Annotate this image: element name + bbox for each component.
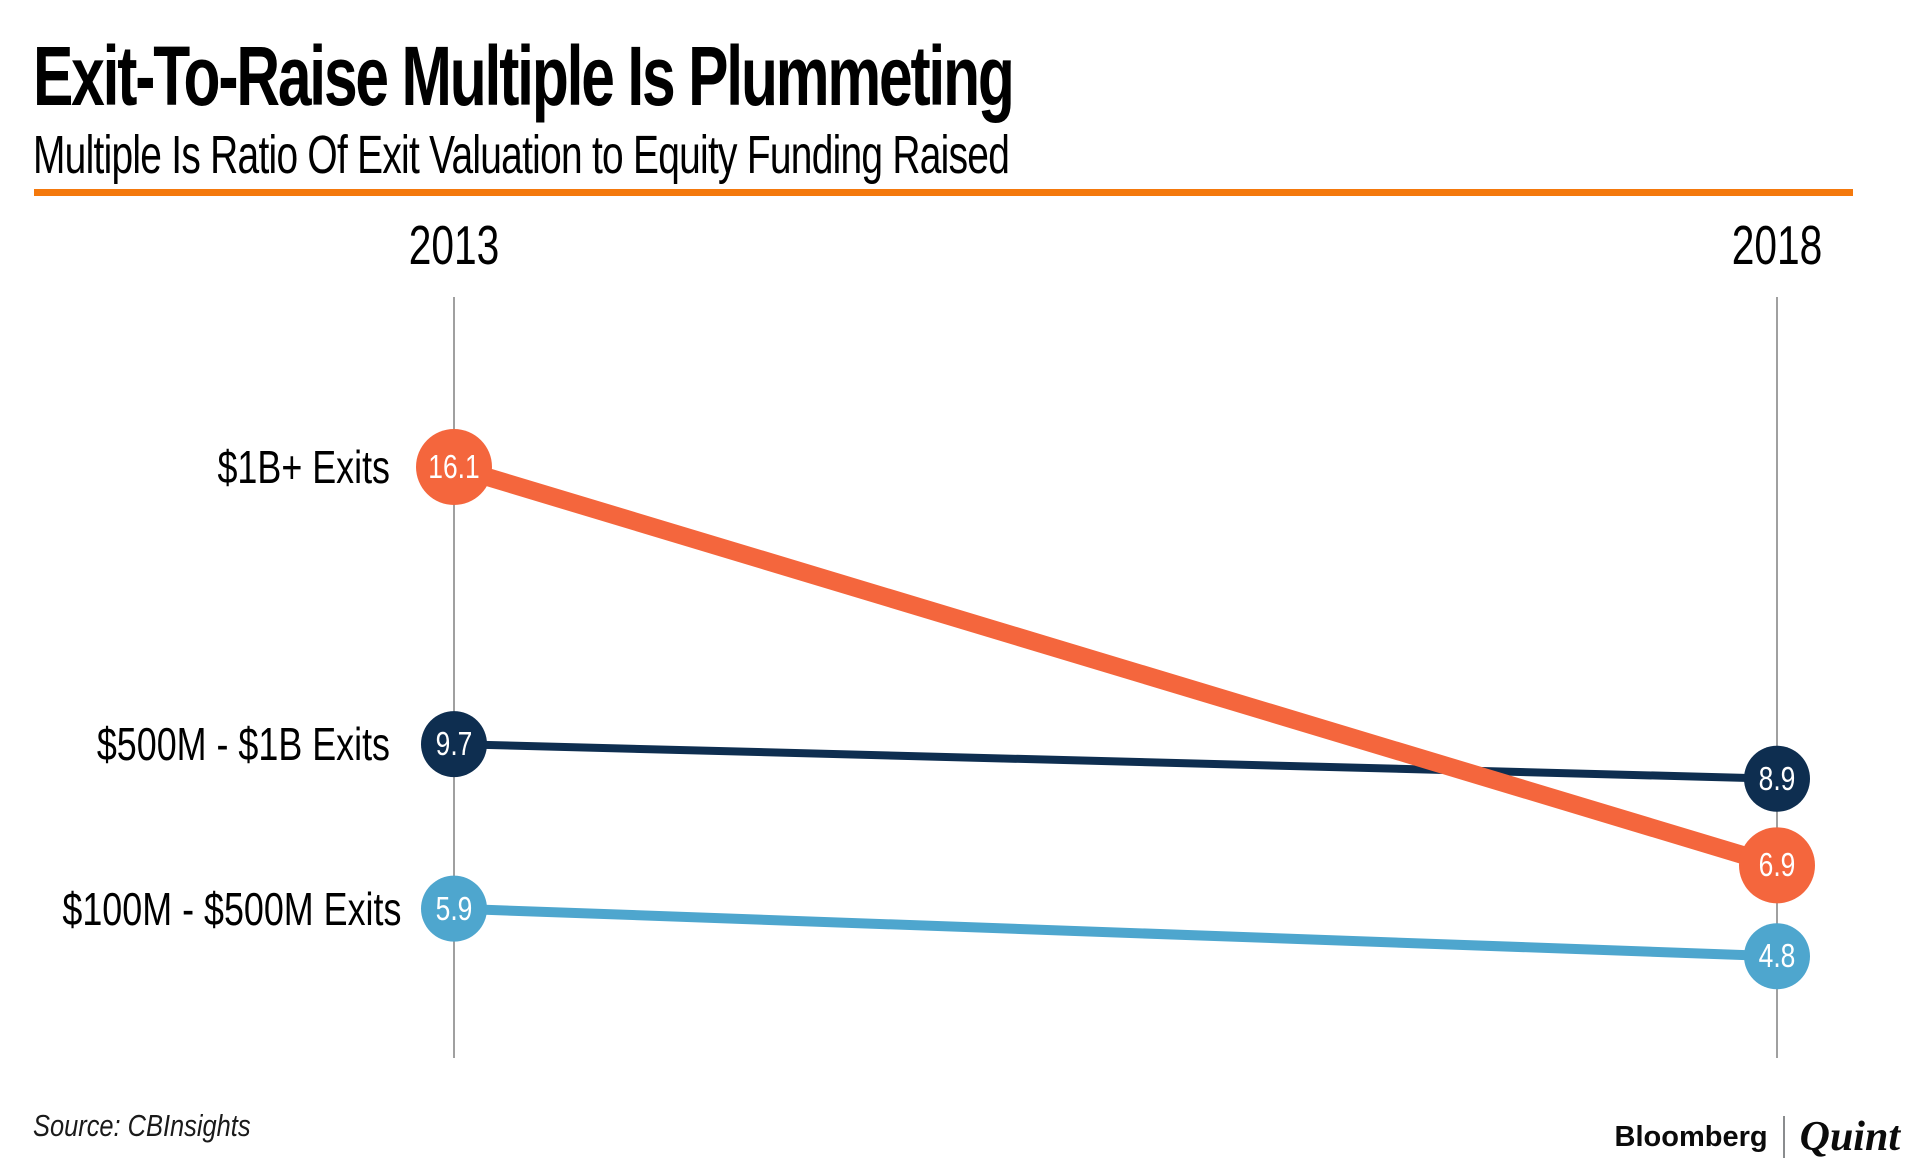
column-header-2018: 2018 [1731,214,1823,276]
data-point [1744,923,1810,990]
bloomberg-logo-text: Bloomberg [1614,1120,1768,1153]
quint-logo-text: Quint [1799,1114,1900,1160]
value-label: 5.9 [435,889,473,927]
source-note: Source: CBInsights [33,1108,251,1143]
accent-divider-rule [34,189,1853,196]
slope-line [453,903,1778,962]
data-point [421,711,487,778]
data-point [1739,827,1815,904]
slope-line [451,458,1780,874]
chart-title: Exit-To-Raise Multiple Is Plummeting [33,29,1015,123]
publisher-logo: Bloomberg Quint [1615,1112,1900,1162]
data-point [1744,745,1810,812]
series-label: $500M - $1B Exits [96,718,390,771]
chart-subtitle: Multiple Is Ratio Of Exit Valuation to E… [33,125,1010,185]
data-point [421,875,487,942]
value-label: 8.9 [1758,759,1796,797]
value-label: 9.7 [435,725,473,763]
data-point [416,428,492,505]
column-header-2013: 2013 [408,214,500,276]
value-label: 6.9 [1758,846,1796,884]
slope-line [453,740,1778,783]
logo-divider-bar [1782,1116,1785,1158]
series-label: $100M - $500M Exits [62,882,402,935]
series-label: $1B+ Exits [217,440,390,493]
value-label: 4.8 [1758,937,1796,975]
value-label: 16.1 [428,447,480,485]
